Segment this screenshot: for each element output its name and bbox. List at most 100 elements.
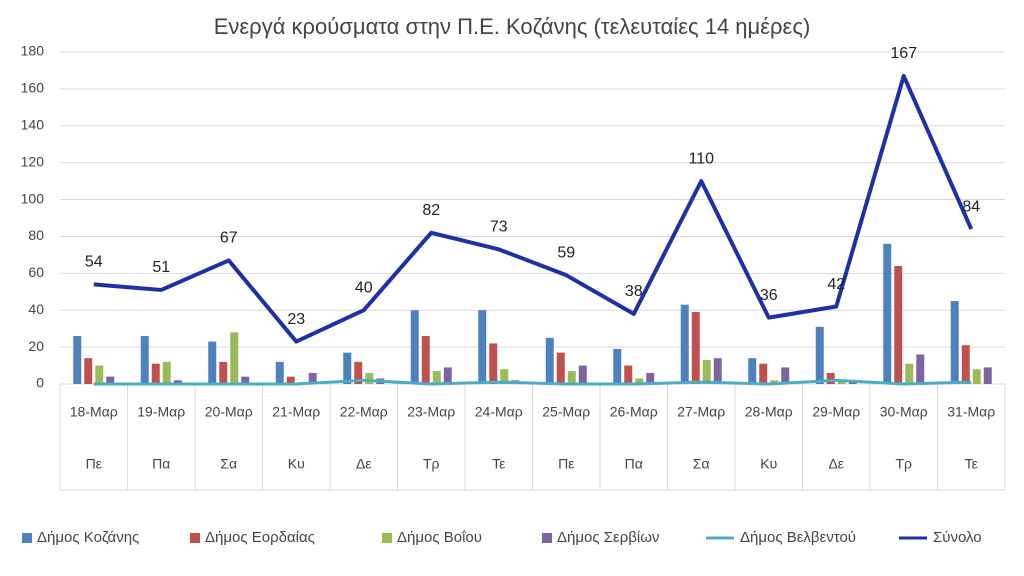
bar <box>826 372 835 384</box>
bar <box>983 367 992 384</box>
y-tick-label: 140 <box>21 116 45 132</box>
bar <box>748 358 757 384</box>
bar <box>883 243 892 384</box>
bar <box>646 372 655 384</box>
weekday-label: Τε <box>492 456 505 472</box>
weekday-label: Πε <box>86 456 102 472</box>
line <box>93 73 974 344</box>
data-label: 54 <box>85 254 103 271</box>
data-label: 42 <box>827 276 845 293</box>
bar <box>916 354 925 384</box>
y-tick-label: 0 <box>36 375 44 391</box>
data-label: 84 <box>962 198 980 215</box>
x-tick-label: 28-Μαρ <box>745 404 793 420</box>
bar <box>950 301 959 384</box>
bar <box>140 336 149 384</box>
y-tick-label: 20 <box>28 338 44 354</box>
weekday-label: Τρ <box>423 456 440 472</box>
bar <box>837 380 846 384</box>
y-tick-label: 160 <box>21 80 45 96</box>
data-label: 110 <box>688 150 714 167</box>
bar <box>230 332 239 384</box>
weekday-label: Πε <box>558 456 574 472</box>
data-label: 51 <box>152 259 170 276</box>
x-tick-label: 25-Μαρ <box>542 404 590 420</box>
bar <box>702 360 711 384</box>
bar <box>578 365 587 384</box>
bar <box>905 363 914 384</box>
bar <box>680 304 689 384</box>
bar <box>691 312 700 384</box>
legend-swatch <box>22 533 32 543</box>
legend-label: Σύνολο <box>933 529 982 546</box>
bar <box>241 376 250 384</box>
bar <box>432 371 441 384</box>
bar <box>567 371 576 384</box>
data-label: 40 <box>355 279 373 296</box>
bar <box>208 341 217 384</box>
line <box>93 378 972 386</box>
x-tick-label: 19-Μαρ <box>137 404 185 420</box>
y-tick-label: 180 <box>21 43 45 59</box>
bar <box>162 361 171 384</box>
y-tick-label: 40 <box>28 301 44 317</box>
bar <box>84 358 93 384</box>
bar <box>275 361 284 384</box>
weekday-label: Κυ <box>760 456 777 472</box>
chart-title: Ενεργά κρούσματα στην Π.Ε. Κοζάνης (τελε… <box>214 14 811 39</box>
weekday-label: Τρ <box>895 456 912 472</box>
weekday-label: Σα <box>220 456 237 472</box>
bar <box>365 372 374 384</box>
bar <box>972 369 981 384</box>
x-tick-label: 27-Μαρ <box>677 404 725 420</box>
bar <box>815 326 824 384</box>
bar <box>343 352 352 384</box>
y-tick-label: 80 <box>28 227 44 243</box>
bar <box>286 376 295 384</box>
data-label: 73 <box>490 219 508 236</box>
weekday-label: Πα <box>152 456 170 472</box>
legend-swatch <box>542 533 552 543</box>
bar <box>894 265 903 384</box>
bar <box>545 337 554 384</box>
data-label: 23 <box>287 311 305 328</box>
bar <box>556 352 565 384</box>
legend-label: Δήμος Βελβεντού <box>740 529 856 546</box>
x-tick-label: 29-Μαρ <box>812 404 860 420</box>
legend-swatch <box>190 533 200 543</box>
data-label: 167 <box>890 45 917 62</box>
bar <box>500 369 509 384</box>
legend-label: Δήμος Σερβίων <box>557 529 659 546</box>
legend-swatch <box>382 533 392 543</box>
weekday-label: Κυ <box>288 456 305 472</box>
bar <box>624 365 633 384</box>
bar <box>613 348 622 384</box>
weekday-label: Δε <box>356 456 372 472</box>
weekday-label: Τε <box>965 456 978 472</box>
x-tick-label: 18-Μαρ <box>70 404 118 420</box>
data-label: 82 <box>422 202 440 219</box>
x-tick-label: 20-Μαρ <box>205 404 253 420</box>
y-tick-label: 120 <box>21 153 45 169</box>
weekday-label: Σα <box>693 456 710 472</box>
y-tick-label: 60 <box>28 264 44 280</box>
data-label: 59 <box>557 244 575 261</box>
weekday-label: Δε <box>828 456 844 472</box>
bar <box>151 363 160 384</box>
x-tick-label: 30-Μαρ <box>880 404 928 420</box>
bar <box>410 310 419 384</box>
bar <box>443 367 452 384</box>
x-tick-label: 23-Μαρ <box>407 404 455 420</box>
x-tick-label: 26-Μαρ <box>610 404 658 420</box>
bar <box>635 378 644 384</box>
bar <box>173 380 182 384</box>
bar <box>478 310 487 384</box>
weekday-label: Πα <box>625 456 643 472</box>
bar <box>848 382 857 384</box>
bar <box>73 336 82 384</box>
bar <box>759 363 768 384</box>
bar <box>354 361 363 384</box>
bar <box>219 361 228 384</box>
bar <box>106 376 115 384</box>
